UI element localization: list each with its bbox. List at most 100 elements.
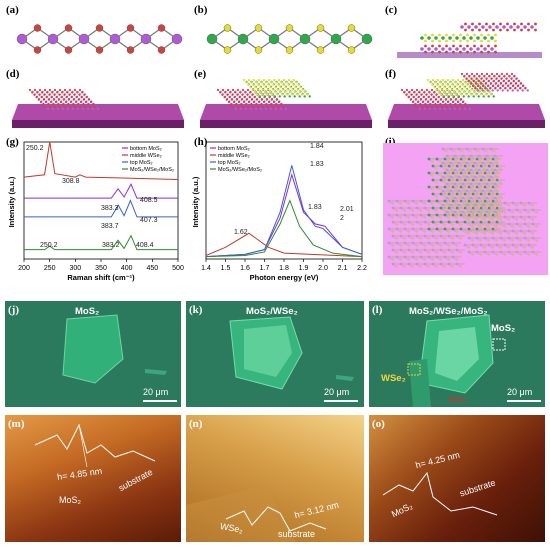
top-mos2-chalcogen-atom: [505, 77, 508, 80]
top-mos2-chalcogen-atom: [524, 87, 527, 90]
wse2-chalcogen-atom: [429, 81, 432, 84]
raman-ann-408-4: 408.4: [136, 242, 154, 249]
top-mos2-chalcogen-atom: [457, 185, 461, 188]
wse2-metal-atom: [283, 95, 286, 98]
top-mos2-chalcogen-atom: [485, 72, 489, 76]
wse2-chalcogen-atom: [467, 181, 471, 184]
wse2-chalcogen-atom: [284, 86, 287, 89]
wse2-chalcogen-atom: [446, 83, 449, 86]
bottom-mos2-chalcogen-atom: [253, 96, 256, 99]
top-mos2-chalcogen-atom: [509, 82, 512, 85]
top-mos2-chalcogen-atom: [481, 185, 485, 188]
mos2-chalcogen-atom: [51, 91, 54, 94]
top-mos2-chalcogen-atom: [461, 178, 465, 181]
top-mos2-metal-atom: [445, 168, 449, 172]
wse2-chalcogen-atom: [446, 78, 450, 82]
wse2-chalcogen-atom: [290, 81, 293, 84]
top-mos2-chalcogen-atom: [516, 84, 520, 88]
top-mos2-chalcogen-atom: [469, 82, 472, 85]
wse2-chalcogen-atom: [263, 90, 267, 94]
bottom-mos2-chalcogen-atom: [410, 88, 414, 92]
wse2-chalcogen-atom: [433, 86, 436, 89]
mos2-chalcogen-atom: [41, 91, 44, 94]
wse2-chalcogen-atom: [262, 78, 266, 82]
top-mos2-metal-atom: [516, 89, 519, 92]
label-g: (g): [6, 136, 19, 148]
bottom-mos2-metal-atom: [387, 199, 391, 203]
bottom-mos2-metal-atom: [455, 234, 459, 238]
top-mos2-chalcogen-atom: [479, 82, 482, 85]
top-mos2-metal-atom: [453, 210, 457, 214]
bottom-mos2-metal-atom: [475, 250, 479, 254]
mos2-chalcogen-atom: [56, 91, 59, 94]
wse2-chalcogen-atom: [491, 209, 495, 212]
bottom-mos2-metal-atom: [433, 107, 437, 110]
bottom-mos2-metal-atom: [531, 222, 535, 226]
optical-l-title: MoS₂/WSe₂/MoS₂: [409, 306, 488, 317]
bottom-mos2-chalcogen-atom: [219, 91, 222, 94]
mos2-chalcogen-atom: [58, 93, 61, 96]
bottom-mos2-chalcogen-atom: [454, 98, 457, 101]
top-mos2-metal-atom: [485, 182, 489, 186]
top-mos2-chalcogen-atom: [477, 178, 481, 181]
mos2-metal-atom: [76, 107, 80, 110]
bottom-mos2-chalcogen-atom: [459, 50, 462, 54]
mos2-chalcogen-atom: [63, 93, 66, 96]
wse2-metal-atom: [443, 171, 447, 175]
mos2-chalcogen-atom: [43, 93, 46, 96]
top-mos2-chalcogen-atom: [461, 164, 465, 167]
mos2-chalcogen-atom: [52, 98, 55, 101]
mos2-chalcogen-atom: [36, 91, 39, 94]
wse2-metal-atom: [443, 227, 447, 231]
bottom-mos2-metal-atom: [419, 227, 423, 231]
wse2-chalcogen-atom: [254, 24, 263, 32]
wse2-chalcogen-atom: [463, 230, 467, 233]
bottom-mos2-metal-atom: [439, 234, 443, 238]
bottom-mos2-chalcogen-atom: [424, 50, 427, 54]
label-o: (o): [372, 418, 385, 430]
middle-wse2-chalcogen-atom: [459, 33, 462, 37]
wse2-chalcogen-atom: [443, 167, 447, 170]
top-mos2-chalcogen-atom: [481, 171, 485, 174]
bottom-mos2-metal-atom: [527, 215, 531, 219]
top-mos2-metal-atom: [481, 161, 485, 165]
mos2-metal-atom: [61, 107, 65, 110]
mos2-chalcogen-atom: [126, 46, 135, 54]
top-mos2-chalcogen-atom: [494, 82, 497, 85]
wse2-metal-atom: [471, 178, 475, 182]
bottom-mos2-chalcogen-atom: [455, 244, 459, 247]
wse2-metal-atom: [482, 95, 485, 98]
top-mos2-chalcogen-atom: [495, 72, 499, 76]
wse2-chalcogen-atom: [261, 93, 264, 96]
bottom-mos2-chalcogen-atom: [232, 105, 235, 108]
top-mos2-chalcogen-atom: [449, 213, 453, 216]
top-mos2-chalcogen-atom: [449, 157, 453, 160]
bottom-mos2-chalcogen-atom: [275, 98, 278, 101]
middle-wse2-chalcogen-atom: [431, 33, 434, 37]
top-mos2-metal-atom: [453, 154, 457, 158]
bottom-mos2-metal-atom: [234, 107, 238, 110]
wse2-chalcogen-atom: [465, 93, 468, 96]
bottom-mos2-metal-atom: [476, 47, 480, 51]
top-mos2-metal-atom: [489, 175, 493, 179]
wse2-chalcogen-atom: [495, 160, 499, 163]
bottom-mos2-chalcogen-atom: [243, 96, 246, 99]
bottom-mos2-chalcogen-atom: [221, 88, 225, 92]
bottom-mos2-metal-atom: [499, 236, 503, 240]
bottom-mos2-metal-atom: [447, 234, 451, 238]
bottom-mos2-chalcogen-atom: [237, 100, 241, 104]
top-mos2-metal-atom: [493, 210, 497, 214]
bottom-mos2-chalcogen-atom: [234, 91, 237, 94]
wse2-chalcogen-atom: [487, 160, 491, 163]
top-mos2-chalcogen-atom: [449, 199, 453, 202]
wse2-chalcogen-atom: [471, 216, 475, 219]
middle-wse2-chalcogen-atom: [466, 39, 469, 43]
bottom-mos2-chalcogen-atom: [403, 91, 406, 94]
bottom-mos2-chalcogen-atom: [515, 204, 519, 207]
wse2-chalcogen-atom: [450, 93, 453, 96]
bottom-mos2-metal-atom: [423, 107, 427, 110]
bottom-mos2-chalcogen-atom: [471, 225, 475, 228]
mos2-chalcogen-atom: [42, 98, 45, 101]
wse2-chalcogen-atom: [279, 86, 282, 89]
wse2-metal-atom: [447, 192, 451, 196]
